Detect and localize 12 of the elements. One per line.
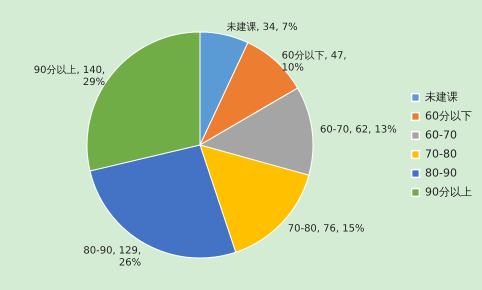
legend-label: 90分以上 bbox=[425, 186, 472, 198]
data-label: 60分以下, 47, 10% bbox=[282, 50, 347, 74]
legend-label: 60分以下 bbox=[425, 110, 472, 122]
legend-label: 70-80 bbox=[425, 148, 457, 160]
legend-label: 80-90 bbox=[425, 166, 457, 180]
legend-label: 60-70 bbox=[425, 128, 457, 142]
data-label: 未建课, 34, 7% bbox=[226, 20, 298, 33]
data-label: 90分以上, 140, 29% bbox=[34, 64, 106, 88]
legend-label: 未建课 bbox=[425, 90, 458, 104]
data-label: 80-90, 129, 26% bbox=[83, 246, 142, 269]
data-label: 70-80, 76, 15% bbox=[288, 223, 364, 234]
data-label: 60-70, 62, 13% bbox=[320, 124, 397, 136]
